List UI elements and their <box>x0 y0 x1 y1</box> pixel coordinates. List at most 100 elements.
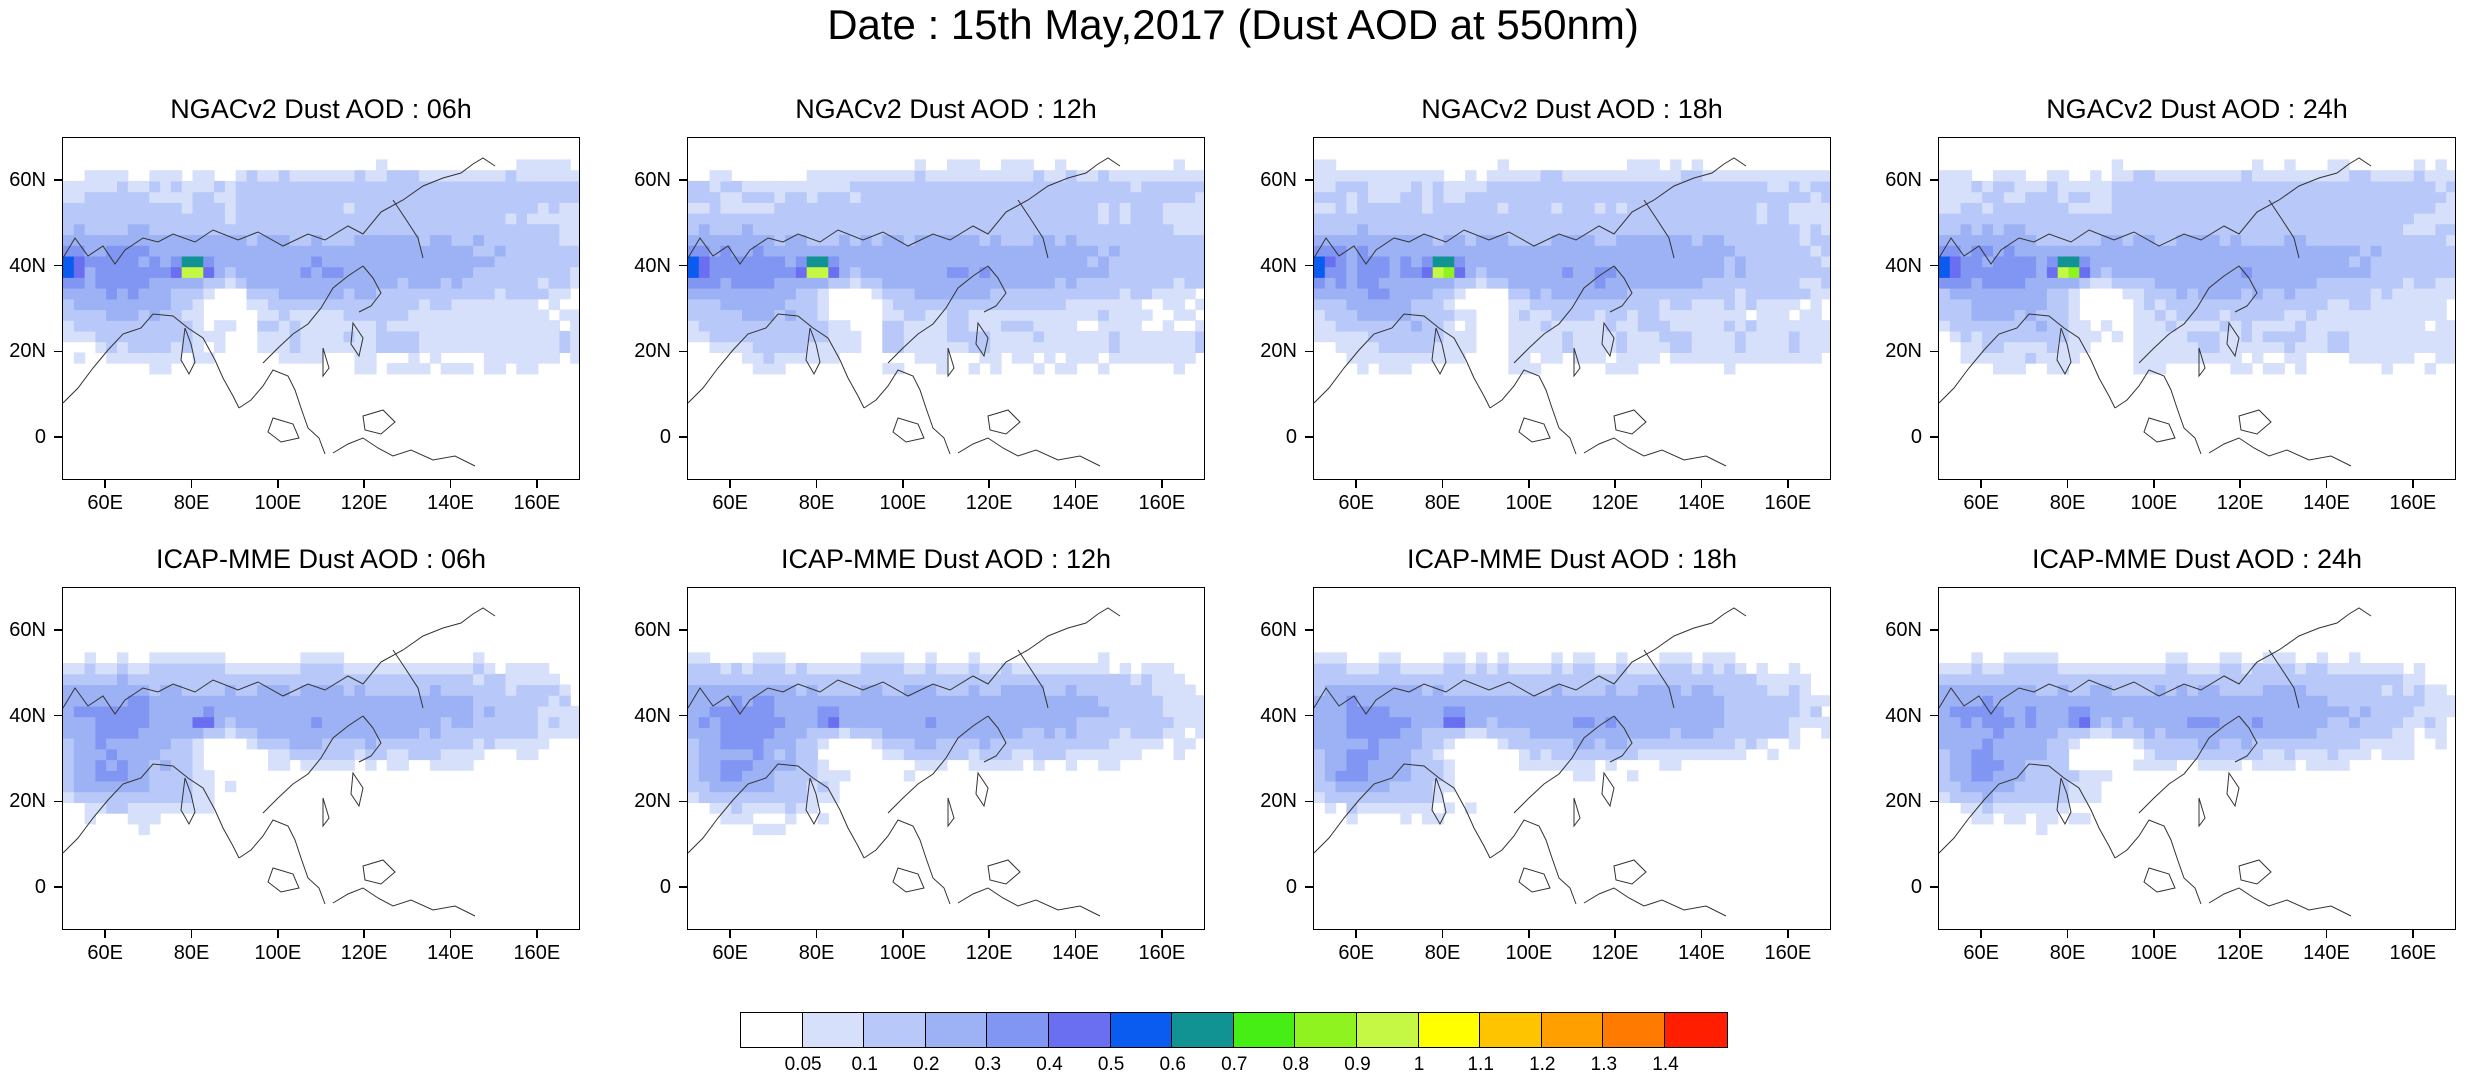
aod-cell <box>1692 224 1703 235</box>
aod-cell <box>1195 342 1205 353</box>
aod-cell <box>495 352 506 363</box>
coastline-path <box>958 438 1100 466</box>
aod-cell <box>1174 245 1185 256</box>
aod-cell <box>1120 235 1131 246</box>
aod-cell <box>774 277 785 288</box>
aod-cell <box>214 277 225 288</box>
aod-cell <box>2263 170 2274 181</box>
aod-cell <box>2058 256 2069 267</box>
aod-cell <box>753 202 764 213</box>
aod-cell <box>193 695 204 706</box>
aod-cell <box>1368 342 1379 353</box>
aod-cell <box>171 299 182 310</box>
aod-cell <box>1465 256 1476 267</box>
aod-cell <box>2198 224 2209 235</box>
aod-cell <box>2349 181 2360 192</box>
aod-cell <box>344 749 355 760</box>
aod-cell <box>893 235 904 246</box>
aod-cell <box>2090 192 2101 203</box>
aod-cell <box>1562 738 1573 749</box>
aod-cell <box>1498 192 1509 203</box>
aod-cell <box>1044 342 1055 353</box>
aod-cell <box>182 760 193 771</box>
aod-cell <box>484 352 495 363</box>
aod-cell <box>376 674 387 685</box>
aod-cell <box>742 277 753 288</box>
aod-cell <box>387 320 398 331</box>
aod-cell <box>171 235 182 246</box>
aod-cell <box>1368 277 1379 288</box>
aod-cell <box>828 256 839 267</box>
aod-cell <box>2338 213 2349 224</box>
aod-cell <box>947 310 958 321</box>
aod-cell <box>95 277 106 288</box>
aod-cell <box>785 213 796 224</box>
aod-cell <box>1551 245 1562 256</box>
aod-cell <box>2403 224 2414 235</box>
aod-cell <box>495 363 506 374</box>
aod-cell <box>1692 310 1703 321</box>
aod-cell <box>1562 202 1573 213</box>
aod-cell <box>1346 256 1357 267</box>
aod-cell <box>1971 342 1982 353</box>
aod-cell <box>300 256 311 267</box>
aod-cell <box>203 288 214 299</box>
aod-cell <box>893 663 904 674</box>
aod-cell <box>1001 245 1012 256</box>
aod-cell <box>149 706 160 717</box>
aod-cell <box>2425 170 2436 181</box>
aod-cell <box>2187 277 2198 288</box>
aod-cell <box>699 652 710 663</box>
aod-cell <box>2446 213 2456 224</box>
aod-cell <box>2392 202 2403 213</box>
aod-cell <box>495 342 506 353</box>
aod-cell <box>311 202 322 213</box>
aod-cell <box>796 245 807 256</box>
aod-cell <box>1519 213 1530 224</box>
aod-cell <box>2025 320 2036 331</box>
aod-cell <box>495 310 506 321</box>
aod-cell <box>1023 352 1034 363</box>
aod-cell <box>193 717 204 728</box>
aod-cell <box>1314 792 1325 803</box>
aod-cell <box>1767 299 1778 310</box>
aod-cell <box>311 213 322 224</box>
aod-cell <box>1476 706 1487 717</box>
aod-cell <box>688 652 699 663</box>
aod-cell <box>1616 310 1627 321</box>
aod-cell <box>1066 310 1077 321</box>
aod-cell <box>764 181 775 192</box>
aod-cell <box>1649 202 1660 213</box>
aod-cell <box>419 277 430 288</box>
aod-cell <box>2392 256 2403 267</box>
aod-cell <box>796 674 807 685</box>
aod-cell <box>1325 192 1336 203</box>
aod-cell <box>1336 792 1347 803</box>
aod-cell <box>1465 181 1476 192</box>
aod-cell <box>1152 181 1163 192</box>
aod-cell <box>1357 760 1368 771</box>
aod-cell <box>785 352 796 363</box>
lon-label: 100E <box>868 942 938 964</box>
aod-cell <box>1487 727 1498 738</box>
aod-cell <box>398 342 409 353</box>
aod-cell <box>1713 224 1724 235</box>
aod-cell <box>1346 170 1357 181</box>
aod-cell <box>300 310 311 321</box>
aod-cell <box>1498 245 1509 256</box>
aod-cell <box>1541 717 1552 728</box>
aod-cell <box>1595 310 1606 321</box>
aod-cell <box>1476 181 1487 192</box>
aod-cell <box>2392 224 2403 235</box>
aod-cell <box>731 685 742 696</box>
aod-cell <box>279 717 290 728</box>
aod-cell <box>473 652 484 663</box>
aod-cell <box>1444 706 1455 717</box>
aod-cell <box>2446 170 2456 181</box>
aod-cell <box>279 213 290 224</box>
aod-cell <box>774 695 785 706</box>
aod-cell <box>2187 181 2198 192</box>
aod-cell <box>376 663 387 674</box>
aod-cell <box>2306 288 2317 299</box>
aod-cell <box>2371 331 2382 342</box>
